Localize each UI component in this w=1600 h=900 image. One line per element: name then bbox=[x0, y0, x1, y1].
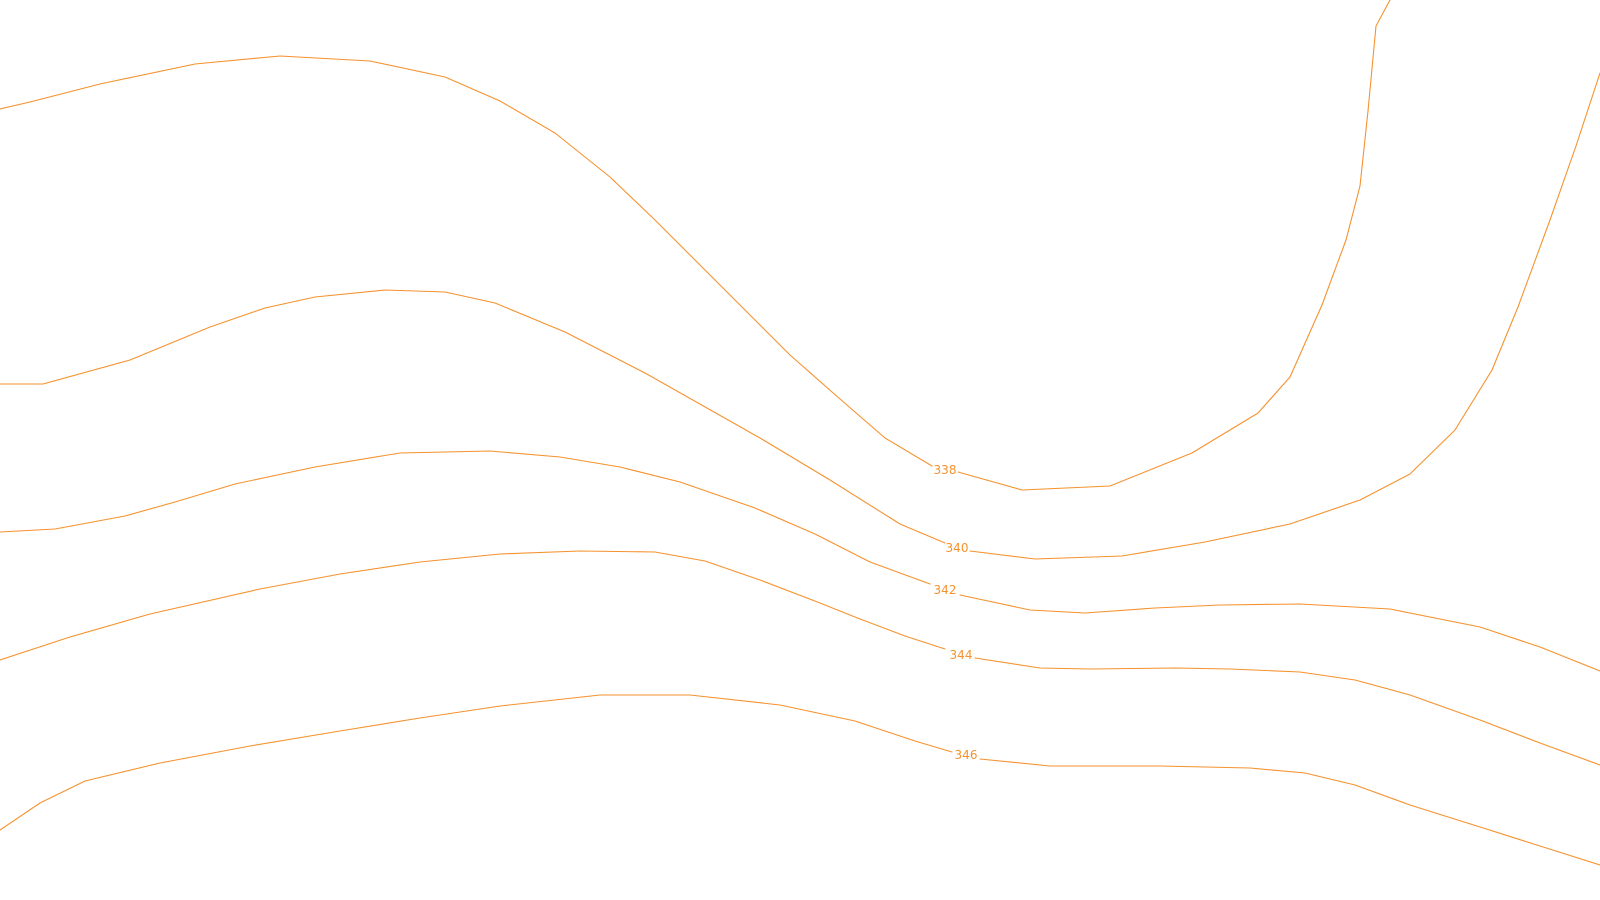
contour-line-344-east bbox=[974, 657, 1600, 766]
contour-line-338-west bbox=[0, 55, 933, 467]
contour-line-346-east bbox=[979, 758, 1600, 866]
contour-line-340-west bbox=[0, 289, 946, 544]
contour-342: 342 bbox=[0, 450, 1600, 672]
contour-line-340-east bbox=[969, 72, 1600, 560]
contour-label-346: 346 bbox=[955, 748, 978, 762]
contour-338: 338 bbox=[0, 0, 1391, 491]
contour-line-338-east bbox=[957, 0, 1391, 491]
contour-346: 346 bbox=[0, 694, 1600, 866]
contour-label-340: 340 bbox=[946, 541, 969, 555]
contour-line-342-west bbox=[0, 450, 931, 585]
contour-344: 344 bbox=[0, 550, 1600, 766]
contour-line-346-west bbox=[0, 694, 953, 831]
contour-label-342: 342 bbox=[934, 583, 957, 597]
contour-line-344-west bbox=[0, 550, 946, 661]
contour-340: 340 bbox=[0, 72, 1600, 560]
contour-label-344: 344 bbox=[950, 648, 973, 662]
contour-label-338: 338 bbox=[934, 463, 957, 477]
contour-line-342-east bbox=[959, 594, 1600, 672]
